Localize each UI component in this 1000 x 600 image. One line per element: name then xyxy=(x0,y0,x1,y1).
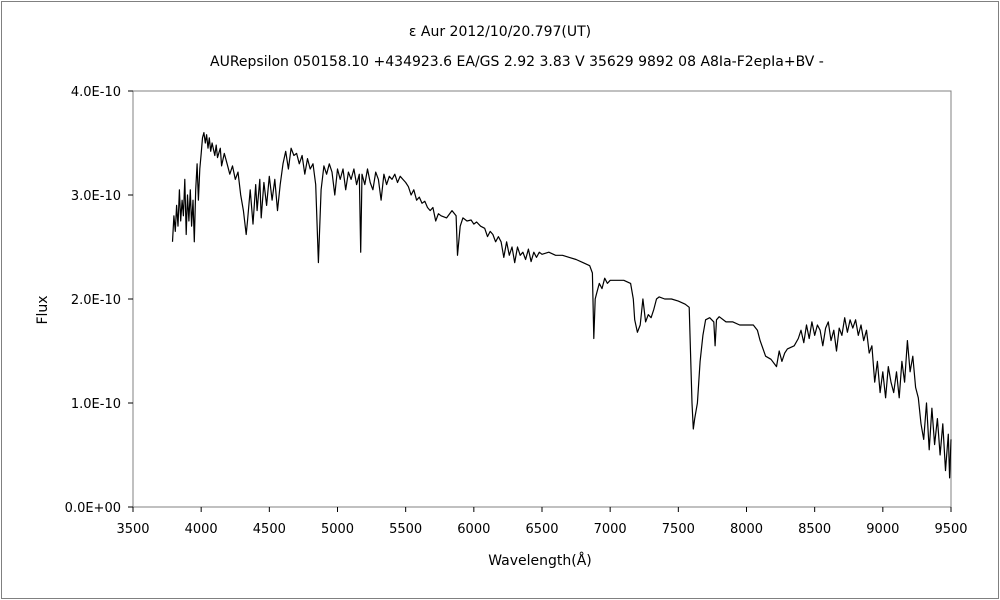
chart-title: ε Aur 2012/10/20.797(UT) xyxy=(408,24,592,40)
x-tick-label: 5000 xyxy=(321,522,354,537)
chart-subtitle: AURepsilon 050158.10 +434923.6 EA/GS 2.9… xyxy=(210,54,824,70)
x-tick-label: 8500 xyxy=(798,522,831,537)
x-tick-label: 5500 xyxy=(389,522,422,537)
x-tick-label: 7000 xyxy=(594,522,627,537)
x-tick-label: 7500 xyxy=(662,522,695,537)
x-tick-label: 9500 xyxy=(934,522,967,537)
plot-area xyxy=(132,90,952,508)
x-tick-label: 6500 xyxy=(525,522,558,537)
y-tick-label: 2.0E-10 xyxy=(71,293,121,308)
x-tick-label: 6000 xyxy=(457,522,490,537)
x-tick-label: 9000 xyxy=(866,522,899,537)
y-tick-label: 4.0E-10 xyxy=(71,85,121,100)
x-tick-label: 4000 xyxy=(185,522,218,537)
y-tick-label: 0.0E+00 xyxy=(65,501,121,516)
y-tick-label: 3.0E-10 xyxy=(71,189,121,204)
x-tick-label: 8000 xyxy=(730,522,763,537)
y-axis-label: Flux xyxy=(35,295,51,324)
y-tick-label: 1.0E-10 xyxy=(71,397,121,412)
spectrum-line xyxy=(171,132,952,479)
x-tick-label: 4500 xyxy=(253,522,286,537)
x-tick-label: 3500 xyxy=(116,522,149,537)
x-axis-label: Wavelength(Å) xyxy=(488,552,592,569)
